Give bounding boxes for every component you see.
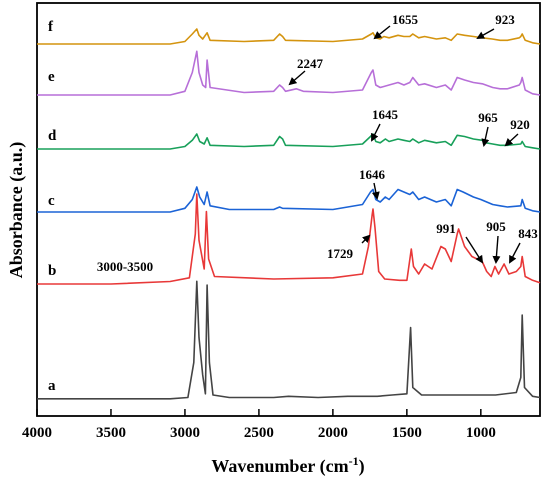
series-label-b: b	[48, 263, 56, 279]
annotation-label: 991	[436, 221, 456, 236]
x-tick-label: 3000	[170, 425, 200, 441]
annotation-arrow	[373, 25, 391, 40]
annotation-label: 920	[510, 117, 530, 132]
series-labels: a b c d e f	[48, 19, 57, 394]
annotation-label: 843	[518, 226, 538, 241]
annotation-arrow	[371, 123, 381, 142]
annotation-arrow	[492, 235, 501, 264]
series-line-a	[37, 280, 541, 400]
annotation-arrow	[476, 28, 495, 39]
series-label-f: f	[48, 19, 54, 35]
series-label-a: a	[48, 378, 56, 394]
plot-frame	[36, 2, 541, 417]
annotation-label: 1645	[372, 107, 399, 122]
annotation-arrow	[509, 242, 521, 264]
y-axis-title: Absorbance (a.u.)	[6, 142, 27, 279]
x-axis-title: Wavenumber (cm-1)	[211, 454, 364, 477]
series-line-b	[37, 193, 541, 285]
x-tick-label: 1500	[392, 425, 422, 441]
series-line-f	[37, 28, 541, 45]
annotation-label: 1729	[327, 246, 354, 261]
x-axis-ticks	[36, 409, 482, 416]
series-layer	[37, 28, 541, 400]
annotation-label: 1646	[359, 167, 386, 182]
series-label-d: d	[48, 128, 57, 144]
annotation-arrow	[361, 234, 371, 244]
annotation-arrow	[465, 236, 484, 264]
x-tick-label: 2000	[318, 425, 348, 441]
x-tick-label: 4000	[22, 425, 52, 441]
x-tick-label: 2500	[244, 425, 274, 441]
x-axis-tick-labels: 4000 3500 3000 2500 2000 1500 1000	[22, 425, 496, 441]
annotation-label: 1655	[392, 12, 419, 27]
series-label-c: c	[48, 193, 55, 209]
x-tick-label: 1000	[466, 425, 496, 441]
annotation-label: 923	[495, 12, 515, 27]
series-line-c	[37, 186, 541, 213]
series-line-e	[37, 50, 541, 96]
annotation-arrow	[371, 182, 380, 200]
annotation-arrow	[288, 70, 306, 86]
annotation-label: 965	[478, 110, 498, 125]
annotation-arrow	[481, 126, 490, 147]
annotations: 1655 923 2247 1645 965 920 1646 3000-3500 1729 99…	[97, 12, 538, 274]
annotation-label: 905	[486, 219, 506, 234]
x-tick-label: 3500	[96, 425, 126, 441]
annotation-label: 3000-3500	[97, 259, 153, 274]
series-line-d	[37, 133, 541, 150]
annotation-arrow	[504, 133, 519, 147]
annotation-label: 2247	[297, 56, 324, 71]
series-label-e: e	[48, 69, 55, 85]
